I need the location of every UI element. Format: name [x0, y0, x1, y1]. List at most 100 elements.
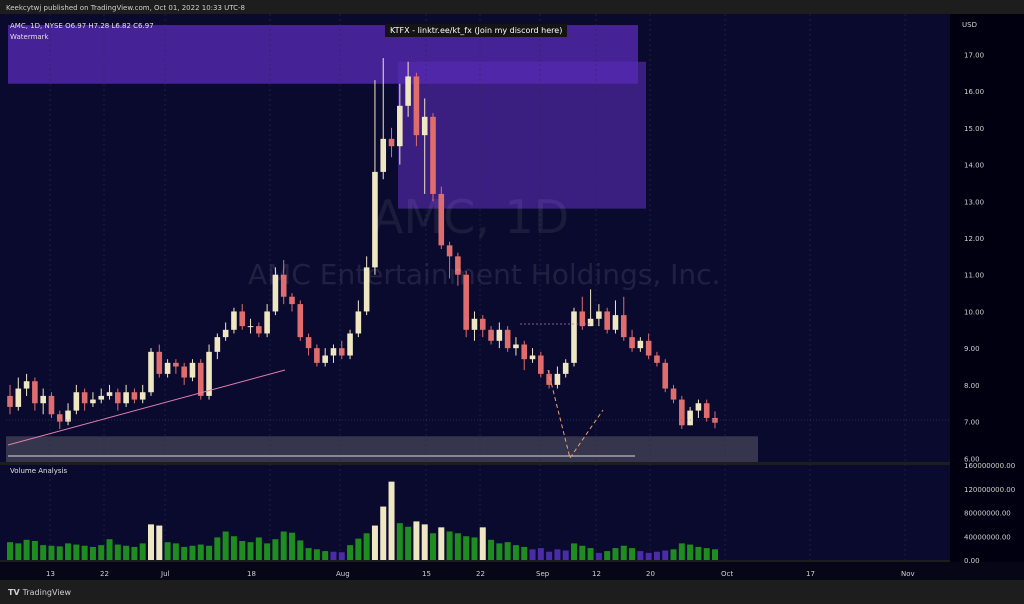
candle-body	[272, 274, 279, 312]
volume-bar	[512, 545, 519, 560]
volume-bar	[106, 539, 113, 560]
candle-body	[65, 410, 71, 422]
volume-bar	[280, 531, 287, 560]
candle-body	[579, 311, 586, 327]
candle-body	[471, 318, 478, 330]
price-tick-label: 16.00	[964, 88, 984, 96]
projection-path	[547, 369, 604, 460]
price-tick-label: 8.00	[964, 382, 980, 390]
volume-bar	[479, 527, 486, 560]
volume-bar	[264, 543, 271, 560]
volume-bar	[330, 551, 337, 560]
candle-body	[546, 373, 552, 385]
candle-body	[98, 395, 105, 400]
volume-bar	[571, 543, 577, 560]
candle-body	[56, 414, 63, 422]
price-tick-label: 14.00	[964, 162, 984, 170]
price-tick-label: 10.00	[964, 308, 984, 316]
volume-bar	[297, 540, 304, 560]
volume-bar	[620, 545, 627, 560]
time-tick-label: Sep	[536, 570, 550, 578]
volume-bar	[662, 550, 669, 560]
time-tick-label: Jul	[160, 570, 170, 578]
candle-body	[488, 329, 494, 341]
candle-body	[355, 311, 362, 334]
volume-bar	[355, 538, 362, 560]
candle-body	[206, 351, 212, 396]
candle-body	[314, 348, 320, 363]
candle-body	[222, 329, 229, 338]
volume-bar	[454, 533, 461, 560]
volume-bar	[214, 537, 221, 560]
candle-body	[703, 403, 710, 418]
volume-bar	[637, 551, 644, 560]
volume-bar	[695, 546, 702, 560]
volume-bar	[272, 539, 279, 560]
volume-bar	[15, 543, 22, 560]
volume-bar	[156, 525, 163, 560]
time-tick-label: 22	[476, 570, 485, 578]
candle-body	[231, 311, 237, 330]
volume-bar	[40, 545, 47, 560]
candle-body	[197, 362, 204, 396]
trend-line	[7, 369, 286, 446]
volume-bar	[413, 521, 420, 560]
volume-bar	[629, 548, 636, 560]
volume-bar	[587, 548, 594, 560]
candle-body	[479, 318, 486, 330]
candle-body	[629, 337, 635, 349]
candle-body	[181, 366, 187, 378]
volume-bar	[653, 551, 660, 560]
candle-body	[322, 355, 328, 363]
candle-body	[405, 76, 411, 106]
tradingview-brand[interactable]: TV TradingView	[8, 588, 71, 597]
candle-body	[347, 333, 353, 356]
candle-body	[413, 76, 420, 136]
volume-bar	[678, 543, 685, 560]
time-tick-label: 17	[806, 570, 815, 578]
candle-body	[654, 355, 660, 363]
candle-body	[264, 311, 270, 334]
volume-bar	[554, 549, 561, 560]
volume-bar	[380, 506, 387, 560]
volume-tick-label: 0.00	[964, 557, 980, 565]
volume-bar	[98, 545, 105, 560]
volume-bar	[504, 542, 511, 560]
candle-body	[529, 355, 536, 360]
volume-bar	[31, 541, 38, 560]
candle-body	[463, 274, 469, 330]
candle-body	[554, 373, 561, 385]
volume-bar	[48, 545, 55, 560]
currency-label: USD	[962, 21, 977, 29]
candle-body	[388, 138, 395, 147]
candle-body	[247, 326, 254, 328]
candle-body	[620, 315, 627, 338]
volume-bar	[23, 539, 30, 560]
price-tick-label: 15.00	[964, 125, 984, 133]
candle-body	[687, 410, 693, 426]
promo-banner[interactable]: KTFX - linktr.ee/kt_fx (Join my discord …	[385, 24, 568, 37]
volume-bar	[463, 536, 470, 560]
volume-bar	[388, 481, 395, 560]
volume-bar	[239, 541, 246, 560]
volume-bar	[65, 543, 72, 560]
volume-bar	[421, 524, 428, 560]
time-tick-label: Aug	[336, 570, 350, 578]
candle-body	[123, 392, 129, 404]
volume-bar	[338, 552, 345, 560]
volume-bar	[363, 533, 370, 560]
candle-body	[73, 392, 80, 411]
volume-bar	[172, 543, 179, 560]
time-tick-label: 22	[100, 570, 109, 578]
volume-bar	[521, 546, 528, 560]
volume-bar	[230, 536, 237, 560]
volume-bar	[181, 546, 188, 560]
candle-body	[48, 395, 55, 415]
watermark-company: AMC Entertainment Holdings, Inc.	[248, 258, 721, 291]
time-tick-label: 18	[247, 570, 256, 578]
candle-body	[23, 381, 30, 389]
candle-body	[7, 395, 13, 407]
candle-body	[380, 138, 387, 172]
